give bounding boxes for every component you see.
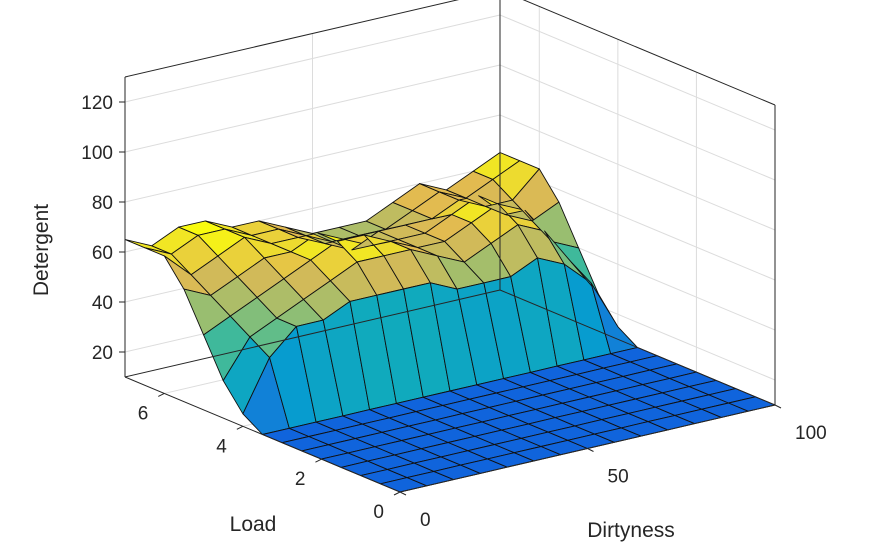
- y-tick-label: 6: [138, 403, 149, 424]
- y-tick-mark: [315, 458, 322, 463]
- y-tick-label: 4: [216, 436, 227, 457]
- floor-edge: [124, 289, 501, 378]
- y-tick-mark: [236, 425, 244, 430]
- x-tick-label: 100: [795, 423, 827, 444]
- z-gridline: [499, 114, 776, 231]
- floor-edge: [499, 289, 776, 406]
- z-tick-label: 60: [92, 243, 113, 264]
- x-tick-mark: [587, 448, 594, 452]
- y-axis-label: Load: [230, 513, 277, 536]
- z-axis-label: Detergent: [30, 204, 53, 296]
- z-tick-label: 120: [81, 93, 113, 114]
- z-tick-label: 80: [92, 193, 113, 214]
- surface-layer: [124, 152, 776, 493]
- y-tick-mark: [158, 392, 165, 397]
- z-tick-label: 100: [81, 143, 113, 164]
- floor-edge: [124, 376, 401, 493]
- x-tick-mark: [774, 404, 782, 409]
- z-tick-label: 20: [92, 343, 113, 364]
- y-tick-label: 0: [373, 502, 384, 523]
- back-wall-edge: [522, 0, 776, 106]
- z-tick-label: 40: [92, 293, 113, 314]
- y-tick-mark: [393, 491, 401, 496]
- y-tick-label: 2: [295, 469, 306, 490]
- x-tick-label: 0: [420, 510, 431, 531]
- x-tick-mark: [399, 491, 407, 496]
- x-axis-label: Dirtyness: [587, 519, 675, 542]
- x-tick-label: 50: [608, 467, 629, 488]
- z-gridline: [499, 64, 776, 181]
- z-gridline: [499, 14, 776, 131]
- back-wall-edge: [124, 0, 460, 78]
- axes-layer: [119, 0, 782, 496]
